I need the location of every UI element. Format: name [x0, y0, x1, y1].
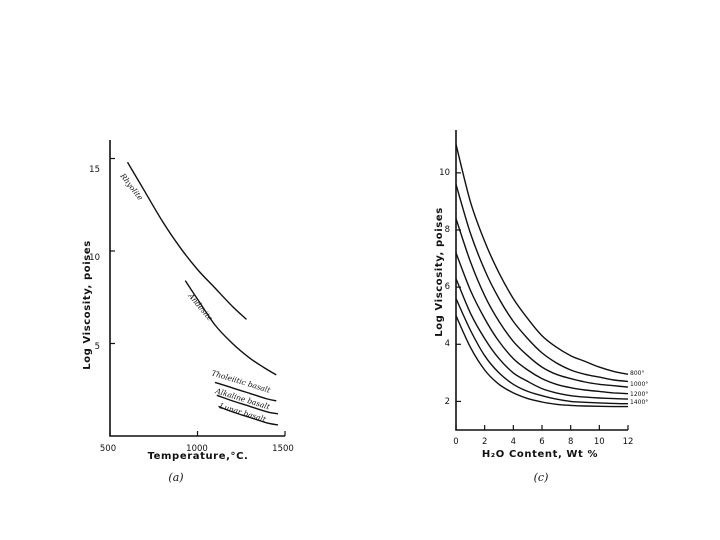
- chart-c-series-label: 1200°: [630, 391, 648, 398]
- chart-a-series-line: [184, 280, 277, 376]
- chart-a: 500 1000 1500 5 10 15 Temperature,°C. Lo…: [82, 140, 294, 484]
- chart-a-series-line: [126, 161, 247, 320]
- chart-c-series-line: [455, 184, 629, 383]
- chart-c-series-line: [455, 218, 629, 388]
- chart-c-curves: [455, 144, 629, 408]
- chart-c-series-line: [455, 252, 629, 395]
- chart-c-series-line: [455, 298, 629, 405]
- chart-c-y-tick-label: 6: [445, 282, 450, 292]
- chart-a-series-line: [218, 405, 279, 426]
- chart-c-x-tick-label: 8: [568, 437, 573, 447]
- chart-c: 0 2 4 6 8 10 12 2 4 6 8 10 H₂O Content, …: [434, 130, 648, 484]
- chart-c-series-line: [455, 315, 629, 408]
- chart-c-y-tick-label: 4: [445, 339, 450, 349]
- chart-c-x-tick-label: 4: [511, 437, 516, 447]
- chart-c-y-axis-label: Log Viscosity, poises: [434, 207, 445, 337]
- chart-a-x-tick-label: 500: [100, 444, 116, 454]
- chart-c-caption: (c): [534, 471, 549, 484]
- chart-a-series-label: Rhyolite: [118, 171, 145, 203]
- chart-c-x-tick-label: 2: [482, 437, 487, 447]
- chart-c-x-tick-label: 12: [623, 437, 634, 447]
- chart-c-series-line: [455, 144, 629, 375]
- chart-a-x-axis-label: Temperature,°C.: [148, 451, 249, 462]
- chart-c-series-line: [455, 278, 629, 400]
- chart-c-y-tick-label: 2: [445, 397, 450, 407]
- chart-c-series-label: 1000°: [630, 381, 648, 388]
- chart-c-y-tick-label: 8: [445, 225, 450, 235]
- chart-a-caption: (a): [168, 471, 183, 484]
- chart-a-series-label: Andesite: [186, 291, 215, 323]
- chart-c-x-tick-label: 0: [453, 437, 458, 447]
- chart-a-x-tick-label: 1000: [186, 444, 208, 454]
- chart-c-y-tick-label: 10: [439, 168, 450, 178]
- chart-a-ticks: [109, 157, 286, 436]
- chart-a-y-axis-label: Log Viscosity, poises: [82, 240, 93, 370]
- chart-a-series-line: [216, 394, 279, 415]
- chart-a-curves: [126, 161, 279, 426]
- chart-c-x-axis-label: H₂O Content, Wt %: [482, 449, 598, 460]
- chart-a-x-tick-label: 1500: [272, 444, 294, 454]
- chart-a-y-tick-label: 5: [95, 342, 100, 352]
- chart-c-series-label: 1400°: [630, 399, 648, 406]
- chart-c-x-tick-label: 10: [594, 437, 605, 447]
- chart-c-x-tick-label: 6: [539, 437, 544, 447]
- chart-a-series-line: [214, 381, 277, 402]
- chart-c-ticks: [455, 172, 629, 430]
- chart-c-series-label: 800°: [630, 370, 644, 377]
- chart-a-y-tick-label: 10: [89, 253, 100, 263]
- chart-a-y-tick-label: 15: [89, 165, 100, 175]
